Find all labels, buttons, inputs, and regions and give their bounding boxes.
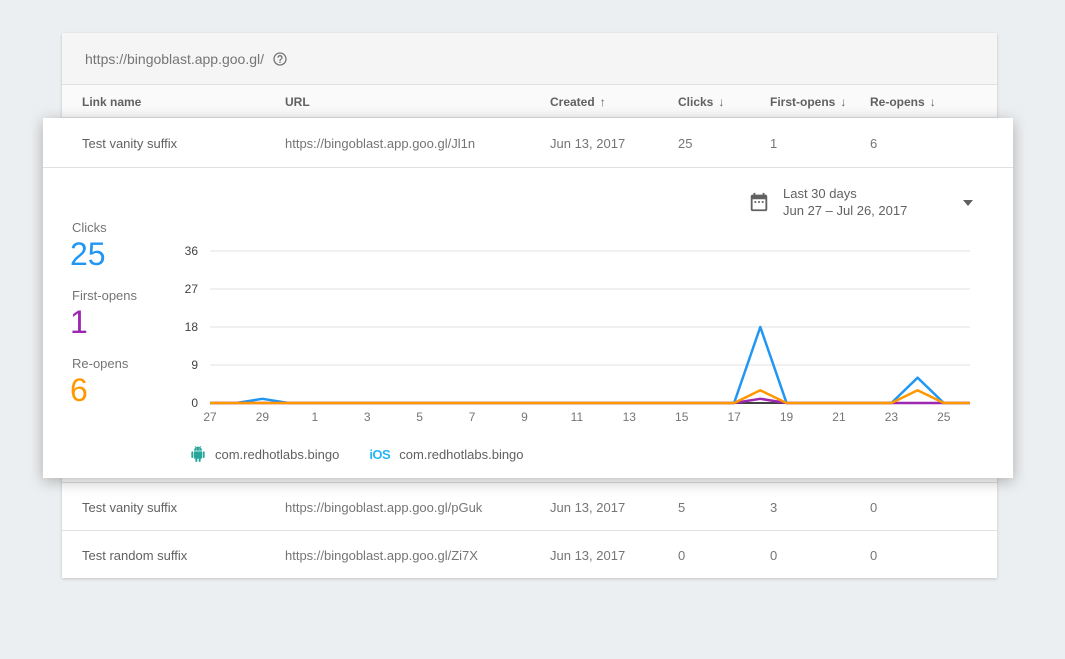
created-cell: Jun 13, 2017 — [550, 135, 626, 151]
table-column-header-row: Link name URL Created ↑ Clicks ↓ First-ope… — [62, 85, 997, 118]
legend-item-ios: iOS com.redhotlabs.bingo — [369, 447, 523, 462]
link-name-cell: Test vanity suffix — [82, 135, 178, 151]
stat-label-first-opens: First-opens — [72, 288, 138, 303]
re-opens-cell: 0 — [870, 547, 878, 563]
svg-text:27: 27 — [185, 282, 199, 296]
column-header-re-opens[interactable]: Re-opens ↓ — [870, 94, 936, 109]
column-header-first-opens[interactable]: First-opens ↓ — [770, 94, 847, 109]
svg-text:19: 19 — [780, 410, 794, 424]
re-opens-cell: 6 — [870, 135, 878, 151]
svg-text:23: 23 — [885, 410, 899, 424]
column-header-created[interactable]: Created ↑ — [550, 94, 606, 109]
svg-text:27: 27 — [203, 410, 217, 424]
date-range-preset: Last 30 days — [783, 186, 857, 201]
ios-icon: iOS — [369, 446, 391, 462]
chevron-down-icon[interactable] — [963, 200, 973, 206]
re-opens-cell: 0 — [870, 499, 878, 515]
svg-text:13: 13 — [623, 410, 637, 424]
domain-url-bar: https://bingoblast.app.goo.gl/ — [62, 33, 997, 85]
svg-text:15: 15 — [675, 410, 689, 424]
svg-text:3: 3 — [364, 410, 371, 424]
created-cell: Jun 13, 2017 — [550, 547, 626, 563]
svg-text:25: 25 — [937, 410, 951, 424]
stat-value-clicks: 25 — [70, 236, 106, 272]
svg-text:11: 11 — [571, 410, 584, 424]
link-name-cell: Test vanity suffix — [82, 499, 178, 515]
domain-url: https://bingoblast.app.goo.gl/ — [85, 50, 265, 67]
svg-text:9: 9 — [521, 410, 528, 424]
first-opens-cell: 0 — [770, 547, 778, 563]
svg-text:29: 29 — [256, 410, 270, 424]
stat-label-re-opens: Re-opens — [72, 356, 129, 371]
chart-legend: com.redhotlabs.bingo iOS com.redhotlabs.… — [190, 446, 524, 462]
svg-text:18: 18 — [185, 320, 199, 334]
sort-asc-arrow-icon: ↑ — [599, 94, 606, 109]
url-cell: https://bingoblast.app.goo.gl/pGuk — [285, 499, 483, 515]
first-opens-cell: 1 — [770, 135, 778, 151]
android-icon — [191, 446, 205, 462]
url-cell: https://bingoblast.app.goo.gl/Zi7X — [285, 547, 478, 563]
date-range-selector[interactable]: Last 30 days Jun 27 – Jul 26, 2017 — [748, 180, 988, 224]
clicks-cell: 25 — [678, 135, 693, 151]
sort-desc-arrow-icon: ↓ — [718, 94, 725, 109]
svg-text:21: 21 — [832, 410, 846, 424]
legend-item-android: com.redhotlabs.bingo — [190, 446, 339, 462]
first-opens-cell: 3 — [770, 499, 778, 515]
legend-ios-bundle: com.redhotlabs.bingo — [399, 446, 524, 462]
table-row[interactable]: Test vanity suffix https://bingoblast.ap… — [62, 482, 997, 530]
clicks-cell: 5 — [678, 499, 686, 515]
link-name-cell: Test random suffix — [82, 547, 188, 563]
svg-text:7: 7 — [469, 410, 476, 424]
expanded-link-analytics-card: Test vanity suffix https://bingoblast.ap… — [43, 118, 1013, 478]
table-row-expanded[interactable]: Test vanity suffix https://bingoblast.ap… — [43, 118, 1013, 168]
svg-text:5: 5 — [416, 410, 423, 424]
column-header-link-name[interactable]: Link name — [82, 94, 142, 109]
svg-text:36: 36 — [185, 244, 199, 258]
column-header-clicks[interactable]: Clicks ↓ — [678, 94, 725, 109]
sort-desc-arrow-icon: ↓ — [929, 94, 936, 109]
help-icon[interactable] — [272, 51, 288, 67]
svg-text:17: 17 — [727, 410, 741, 424]
stat-value-re-opens: 6 — [70, 372, 88, 408]
svg-text:0: 0 — [191, 396, 198, 410]
stat-value-first-opens: 1 — [70, 304, 88, 340]
legend-android-package: com.redhotlabs.bingo — [215, 446, 340, 462]
column-header-url[interactable]: URL — [285, 94, 310, 109]
date-range-dates: Jun 27 – Jul 26, 2017 — [783, 203, 908, 218]
calendar-icon — [750, 192, 768, 212]
created-cell: Jun 13, 2017 — [550, 499, 626, 515]
svg-text:1: 1 — [311, 410, 318, 424]
svg-text:9: 9 — [191, 358, 198, 372]
sort-desc-arrow-icon: ↓ — [840, 94, 847, 109]
url-cell: https://bingoblast.app.goo.gl/Jl1n — [285, 135, 476, 151]
clicks-cell: 0 — [678, 547, 686, 563]
table-row[interactable]: Test random suffix https://bingoblast.ap… — [62, 530, 997, 578]
stat-label-clicks: Clicks — [72, 220, 107, 235]
